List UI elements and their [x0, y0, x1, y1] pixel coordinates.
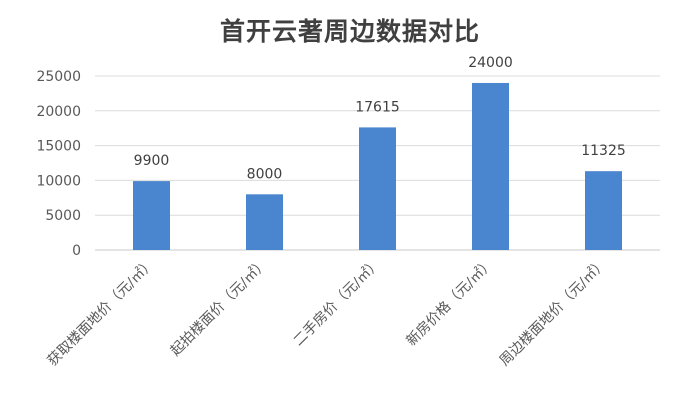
- x-tick-label: 二手房价（元/㎡）: [290, 256, 384, 350]
- data-label: 8000: [247, 166, 283, 182]
- y-tick-label: 5000: [45, 208, 81, 224]
- bar: [472, 82, 509, 251]
- y-tick-label: 20000: [36, 104, 81, 120]
- y-tick-label: 0: [72, 243, 81, 259]
- x-tick-label: 起拍楼面价（元/㎡）: [168, 256, 272, 360]
- bar: [359, 127, 396, 250]
- data-label: 11325: [581, 143, 626, 159]
- x-tick-label: 周边楼面地价（元/㎡）: [497, 256, 611, 370]
- y-tick-label: 10000: [36, 173, 81, 189]
- bar: [246, 194, 283, 250]
- chart-title: 首开云著周边数据对比: [219, 17, 480, 46]
- x-tick-label: 获取楼面地价（元/㎡）: [45, 256, 159, 370]
- bar: [585, 171, 622, 250]
- data-label: 17615: [355, 99, 400, 115]
- y-tick-label: 15000: [36, 139, 81, 155]
- x-tick-label: 新房价格（元/㎡）: [403, 256, 497, 350]
- bar: [133, 181, 170, 250]
- y-tick-label: 25000: [36, 69, 81, 85]
- data-label: 9900: [134, 153, 170, 169]
- data-label: 24000: [468, 55, 513, 71]
